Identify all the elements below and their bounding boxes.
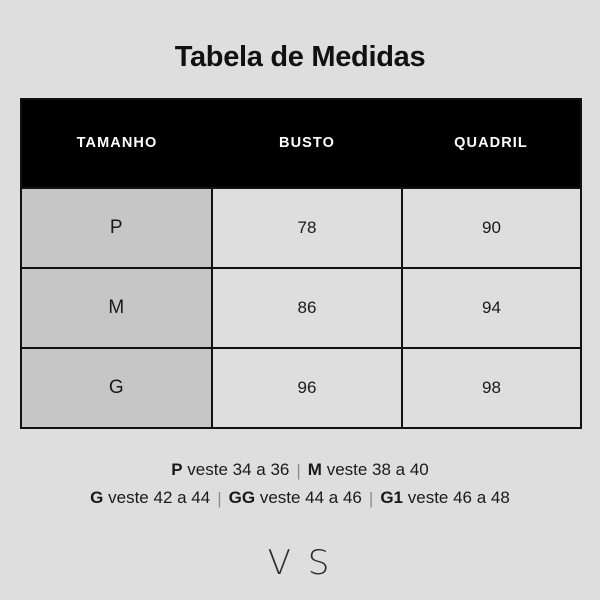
legend-entry-g: G veste 42 a 44 <box>90 488 210 507</box>
legend-size-label: M <box>307 459 322 479</box>
legend-range-text: veste 42 a 44 <box>103 487 211 507</box>
size-table-head: TAMANHO BUSTO QUADRIL <box>21 98 581 188</box>
legend-entry-gg: GG veste 44 a 46 <box>229 488 362 507</box>
legend-range-text: veste 34 a 36 <box>182 459 290 479</box>
table-row: M 86 94 <box>20 266 582 349</box>
legend-size-label: G <box>90 487 104 507</box>
cell-quadril: 94 <box>401 266 582 349</box>
column-header-busto: BUSTO <box>212 98 402 188</box>
table-row: G 96 98 <box>20 346 582 429</box>
cell-busto: 96 <box>211 346 403 429</box>
column-header-quadril: QUADRIL <box>402 98 581 188</box>
legend-entry-m: M veste 38 a 40 <box>308 460 429 479</box>
cell-tamanho: G <box>20 346 213 429</box>
page-title: Tabela de Medidas <box>174 41 426 73</box>
legend-line-1: P veste 34 a 36 | M veste 38 a 40 <box>20 456 580 484</box>
table-header-row: TAMANHO BUSTO QUADRIL <box>21 98 581 188</box>
legend-separator: | <box>296 460 301 480</box>
legend-size-label: GG <box>228 487 256 507</box>
legend-separator: | <box>368 488 374 508</box>
brand-logo: V S <box>267 542 333 583</box>
size-table-body: P 78 90 M 86 94 G 96 98 <box>20 186 582 429</box>
legend-size-label: G1 <box>380 487 404 507</box>
cell-busto: 78 <box>211 186 403 269</box>
legend-range-text: veste 46 a 48 <box>403 487 510 507</box>
legend-separator: | <box>217 488 222 508</box>
legend-entry-g1: G1 veste 46 a 48 <box>380 488 510 507</box>
table-row: P 78 90 <box>20 186 582 269</box>
cell-quadril: 98 <box>401 346 582 429</box>
cell-tamanho: P <box>20 186 213 269</box>
column-header-tamanho: TAMANHO <box>21 98 212 188</box>
legend-size-label: P <box>171 459 183 479</box>
cell-tamanho: M <box>20 266 213 349</box>
size-table-container: TAMANHO BUSTO QUADRIL P 78 90 M 86 94 G <box>20 97 582 429</box>
legend-range-text: veste 38 a 40 <box>321 459 429 479</box>
legend-line-2: G veste 42 a 44 | GG veste 44 a 46 | G1 vest… <box>20 484 580 512</box>
size-table: TAMANHO BUSTO QUADRIL P 78 90 M 86 94 G <box>20 97 582 429</box>
size-legend: P veste 34 a 36 | M veste 38 a 40 G veste … <box>20 456 580 512</box>
cell-busto: 86 <box>211 266 403 349</box>
cell-quadril: 90 <box>401 186 582 269</box>
legend-range-text: veste 44 a 46 <box>255 487 362 507</box>
legend-entry-p: P veste 34 a 36 <box>171 460 289 479</box>
